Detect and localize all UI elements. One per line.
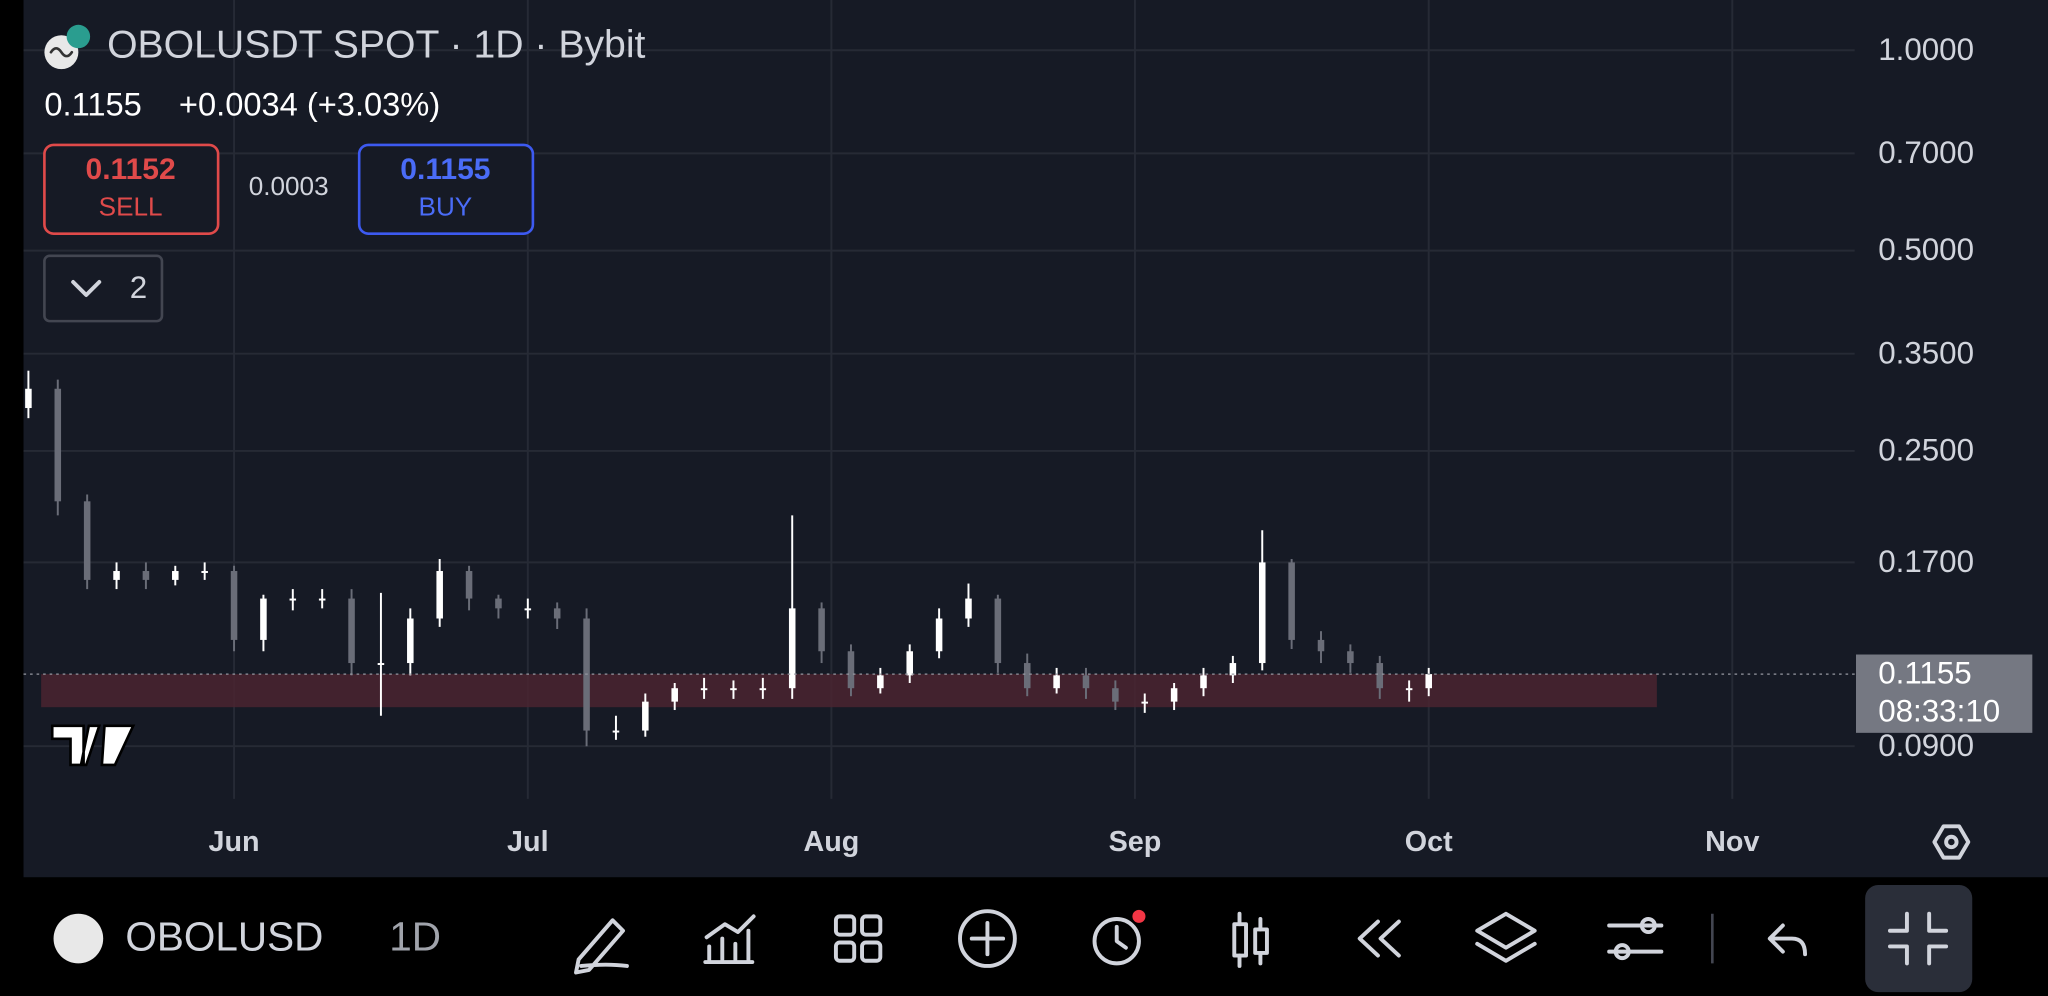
candle-body bbox=[1082, 675, 1090, 689]
settings-tool[interactable] bbox=[1607, 917, 1664, 961]
candle-body bbox=[524, 608, 532, 611]
y-tick-label: 1.0000 bbox=[1878, 32, 1974, 67]
candle-body bbox=[1053, 675, 1060, 689]
plot: 1.0000 0.7000 0.5000 0.3500 0.2500 0.1700 0.09… bbox=[23, 0, 2033, 858]
toolbar-symbol[interactable]: OBOLUSD bbox=[125, 914, 323, 960]
candle-body bbox=[1170, 688, 1178, 702]
chart-pane bbox=[23, 0, 2048, 878]
candle-body bbox=[671, 688, 678, 702]
tv-logo bbox=[50, 724, 136, 767]
candle-body bbox=[1405, 688, 1413, 691]
spread: 0.0003 bbox=[249, 171, 329, 201]
last-price: 0.1155 bbox=[44, 86, 141, 123]
candle-body bbox=[965, 598, 972, 619]
candle-body bbox=[700, 688, 708, 691]
candle-body bbox=[1258, 562, 1266, 664]
bar-style-tool[interactable] bbox=[1232, 911, 1269, 968]
candle-body bbox=[1376, 663, 1384, 689]
candle-body bbox=[847, 651, 855, 689]
candle-body bbox=[113, 571, 120, 580]
replay-tool[interactable] bbox=[1357, 919, 1401, 958]
x-tick-label: Nov bbox=[1705, 826, 1759, 858]
chart-title: OBOLUSDT SPOT · 1D · Bybit bbox=[107, 23, 645, 66]
price-label-box bbox=[1856, 654, 2033, 733]
candle-body bbox=[906, 651, 913, 676]
candle-body bbox=[1288, 562, 1295, 640]
candle-body bbox=[230, 571, 238, 640]
countdown: 08:33:10 bbox=[1878, 694, 2000, 729]
candle-body bbox=[1317, 639, 1325, 652]
candle-body bbox=[1023, 663, 1031, 689]
x-tick-label: Aug bbox=[803, 826, 859, 858]
indicators-tool[interactable] bbox=[703, 914, 756, 965]
toolbar-interval[interactable]: 1D bbox=[389, 914, 441, 960]
candle-body bbox=[759, 688, 767, 691]
candle-body bbox=[612, 730, 620, 733]
candle-body bbox=[348, 598, 355, 664]
price-label: 0.1155 bbox=[1878, 656, 1972, 691]
candle-body bbox=[1347, 651, 1354, 664]
candle-body bbox=[1425, 674, 1432, 689]
x-tick-label: Sep bbox=[1109, 826, 1162, 858]
candle-body bbox=[818, 608, 825, 652]
candle-body bbox=[788, 608, 796, 689]
candle-body bbox=[1141, 701, 1149, 704]
buy-price[interactable]: 0.1155 bbox=[400, 153, 490, 186]
sell-label[interactable]: SELL bbox=[99, 192, 163, 222]
sell-price[interactable]: 0.1152 bbox=[86, 153, 176, 186]
candle-body bbox=[289, 598, 297, 601]
y-tick-label: 0.0900 bbox=[1878, 728, 1974, 763]
settings-icon[interactable] bbox=[1932, 824, 1971, 860]
y-tick-label: 0.1700 bbox=[1878, 544, 1974, 579]
candle-body bbox=[495, 598, 502, 609]
y-tick-label: 0.2500 bbox=[1878, 433, 1974, 468]
symbol-icon bbox=[44, 24, 91, 70]
draw-tool[interactable] bbox=[574, 918, 629, 975]
candle-body bbox=[172, 571, 179, 580]
candle-body bbox=[1200, 675, 1207, 689]
candle-body bbox=[877, 675, 884, 689]
indicators-toggle[interactable]: 2 bbox=[43, 254, 164, 323]
buy-button[interactable]: 0.1155 BUY bbox=[357, 143, 535, 235]
candle-body bbox=[54, 388, 62, 502]
price-change: +0.0034 (+3.03%) bbox=[179, 86, 440, 123]
candle-body bbox=[436, 571, 443, 619]
toolbar-symbol-icon bbox=[53, 913, 104, 964]
candle-body bbox=[994, 598, 1002, 664]
candle-body bbox=[142, 571, 150, 580]
candle-body bbox=[1112, 688, 1119, 702]
sell-button[interactable]: 0.1152 SELL bbox=[43, 143, 220, 235]
candle-body bbox=[642, 701, 649, 731]
candle-body bbox=[465, 571, 473, 599]
y-tick-label: 0.7000 bbox=[1878, 135, 1974, 170]
candle-body bbox=[260, 598, 267, 640]
candle-body bbox=[935, 618, 943, 652]
y-tick-label: 0.3500 bbox=[1878, 335, 1974, 370]
candle-body bbox=[83, 501, 91, 580]
x-tick-label: Jun bbox=[209, 826, 260, 858]
toolbar bbox=[0, 878, 2048, 996]
fullscreen-tool[interactable] bbox=[1865, 885, 1973, 993]
y-tick-label: 0.5000 bbox=[1878, 232, 1974, 267]
x-tick-label: Jul bbox=[507, 826, 549, 858]
x-tick-label: Oct bbox=[1405, 826, 1453, 858]
indicator-count[interactable]: 2 bbox=[130, 270, 147, 305]
alert-tool[interactable] bbox=[1092, 909, 1146, 966]
candle-body bbox=[377, 663, 385, 666]
buy-label[interactable]: BUY bbox=[419, 192, 473, 222]
candle-body bbox=[407, 618, 414, 664]
candle-body bbox=[318, 598, 326, 601]
candle-body bbox=[553, 608, 561, 619]
add-tool[interactable] bbox=[958, 909, 1017, 968]
candle-body bbox=[1229, 663, 1237, 676]
templates-tool[interactable] bbox=[833, 914, 883, 963]
candle-body bbox=[730, 688, 737, 691]
undo-tool[interactable] bbox=[1767, 923, 1808, 957]
candle-body bbox=[25, 388, 32, 409]
layers-tool[interactable] bbox=[1475, 911, 1537, 963]
candle-body bbox=[201, 571, 208, 573]
